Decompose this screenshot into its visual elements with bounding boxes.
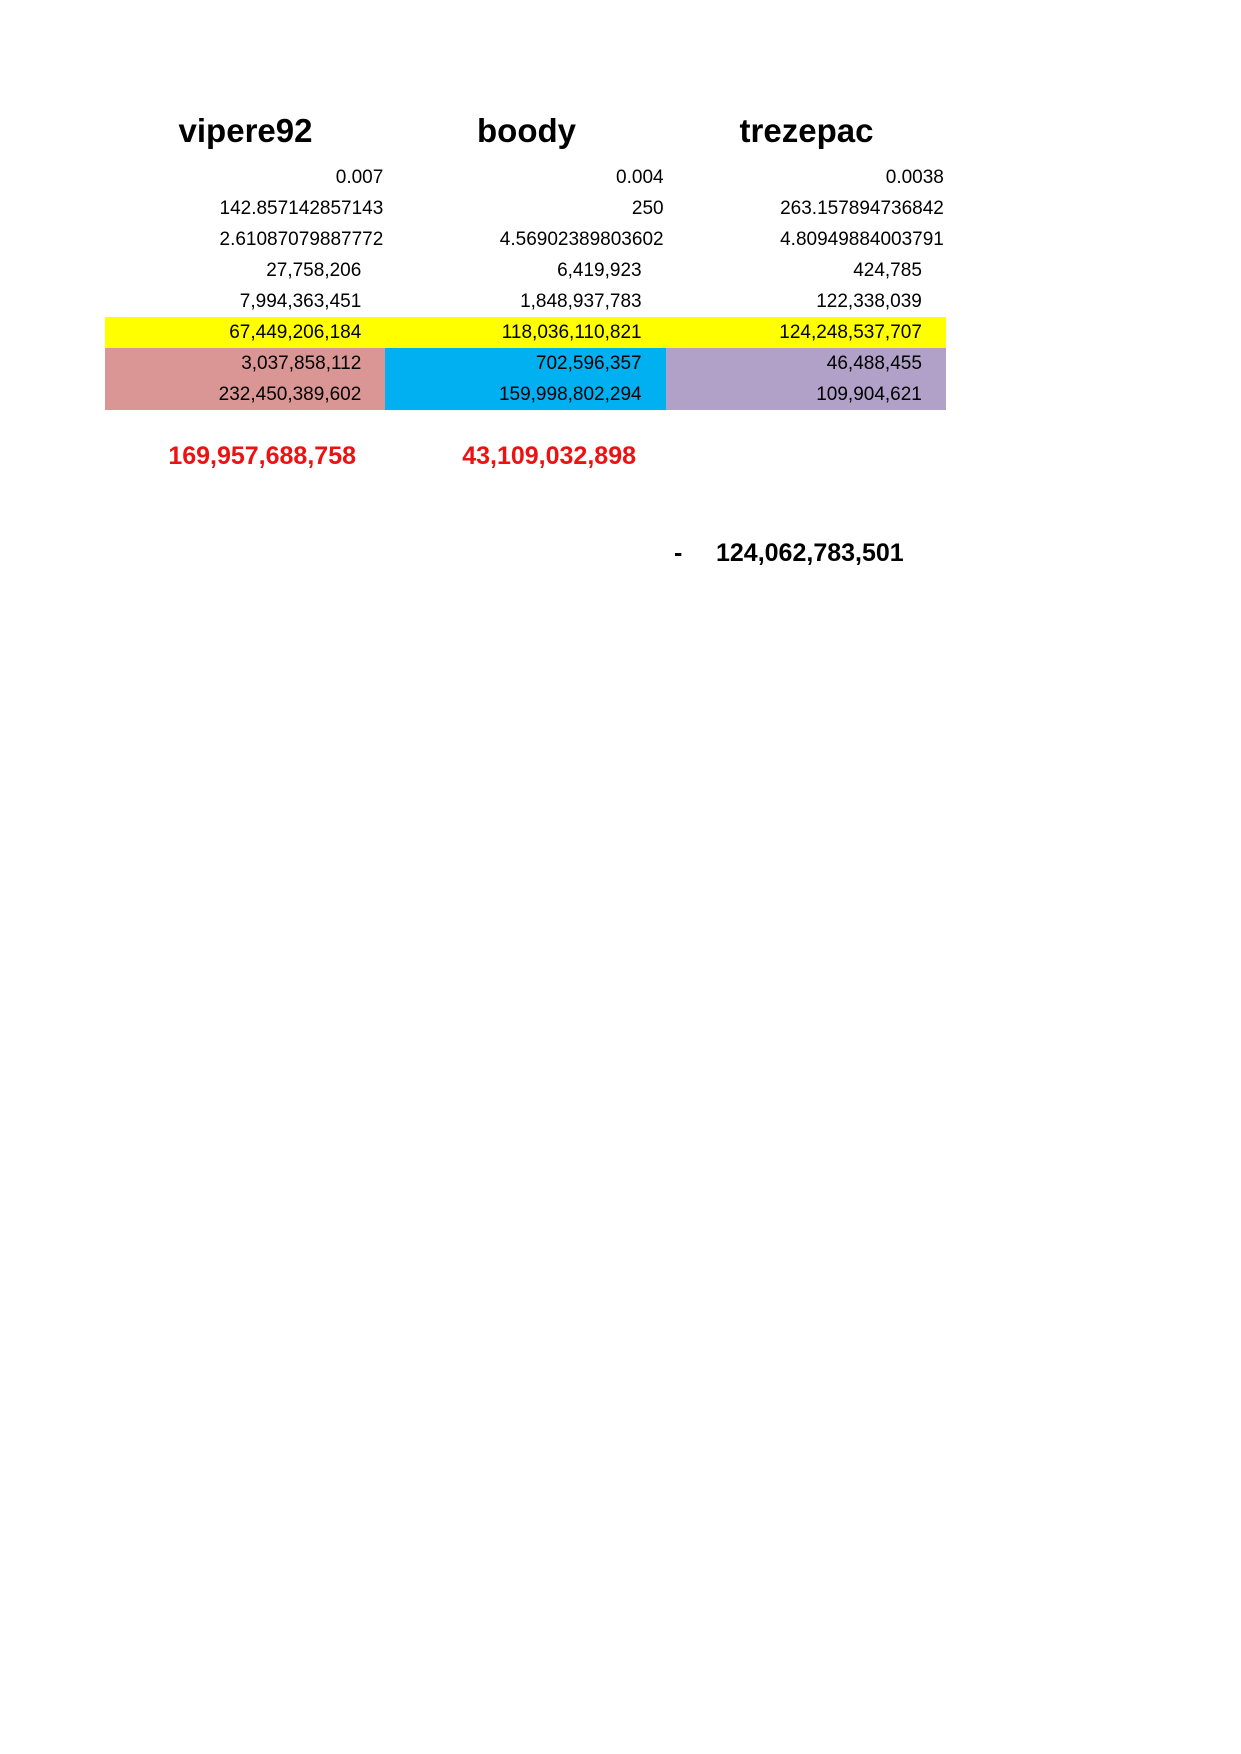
table-cell: 2.61087079887772 xyxy=(219,229,384,250)
table-cell: 142.857142857143 xyxy=(219,198,384,219)
table-cell: 27,758,206 xyxy=(266,260,362,281)
header-trezepac: trezepac xyxy=(739,112,874,149)
table-cell: 7,994,363,451 xyxy=(239,291,362,312)
table-row: 0.007 0.004 0.0038 xyxy=(105,162,946,193)
table-cell: 159,998,802,294 xyxy=(385,379,666,410)
final-value: 124,062,783,501 xyxy=(716,539,904,567)
table-cell: 6,419,923 xyxy=(557,260,642,281)
table-row: 7,994,363,451 1,848,937,783 122,338,039 xyxy=(105,286,946,317)
table-cell: 109,904,621 xyxy=(665,379,946,410)
table-row: 232,450,389,602 159,998,802,294 109,904,62… xyxy=(105,379,946,410)
table-cell: 3,037,858,112 xyxy=(105,348,386,379)
table-cell: 4.80949884003791 xyxy=(780,229,944,250)
table-cell: 122,338,039 xyxy=(816,291,922,312)
table-row: 142.857142857143 250 263.157894736842 xyxy=(105,193,946,224)
table-cell: 0.007 xyxy=(335,167,384,188)
table-cell: 124,248,537,707 xyxy=(665,317,946,348)
table-cell: 4.56902389803602 xyxy=(499,229,664,250)
table-cell: 0.004 xyxy=(616,167,664,188)
table-row: 67,449,206,184 118,036,110,821 124,248,537… xyxy=(105,317,946,348)
table-cell: 46,488,455 xyxy=(665,348,946,379)
table-cell: 0.0038 xyxy=(885,167,944,188)
table-cell: 250 xyxy=(631,198,664,219)
table-cell: 67,449,206,184 xyxy=(105,317,386,348)
table-cell: 232,450,389,602 xyxy=(105,379,386,410)
table-row: 27,758,206 6,419,923 424,785 xyxy=(105,255,946,286)
table-row: 3,037,858,112 702,596,357 46,488,455 xyxy=(105,348,946,379)
table-cell: 424,785 xyxy=(853,260,922,281)
table-cell: 263.157894736842 xyxy=(780,198,944,219)
header-boody: boody xyxy=(477,112,576,149)
table-cell: 118,036,110,821 xyxy=(385,317,666,348)
total-boody: 43,109,032,898 xyxy=(462,442,636,470)
final-sign: - xyxy=(674,539,683,567)
table-cell: 1,848,937,783 xyxy=(520,291,642,312)
total-vipere92: 169,957,688,758 xyxy=(168,442,356,470)
table-row: 2.61087079887772 4.56902389803602 4.809498… xyxy=(105,224,946,255)
table-cell: 702,596,357 xyxy=(385,348,666,379)
header-vipere92: vipere92 xyxy=(178,112,313,149)
